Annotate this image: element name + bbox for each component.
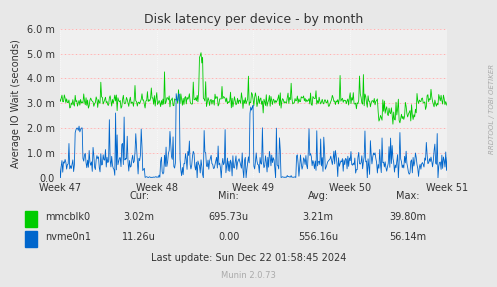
Text: 56.14m: 56.14m xyxy=(389,232,426,242)
Text: 3.21m: 3.21m xyxy=(303,212,333,222)
Text: Last update: Sun Dec 22 01:58:45 2024: Last update: Sun Dec 22 01:58:45 2024 xyxy=(151,253,346,263)
Text: RRDTOOL / TOBI OETIKER: RRDTOOL / TOBI OETIKER xyxy=(489,64,495,154)
Text: 0.00: 0.00 xyxy=(218,232,240,242)
Text: Min:: Min: xyxy=(218,191,239,201)
Text: Cur:: Cur: xyxy=(129,191,149,201)
Text: 3.02m: 3.02m xyxy=(124,212,155,222)
Text: nvme0n1: nvme0n1 xyxy=(45,232,91,242)
Bar xyxy=(25,211,37,227)
Text: Munin 2.0.73: Munin 2.0.73 xyxy=(221,272,276,280)
Text: Avg:: Avg: xyxy=(308,191,329,201)
Text: 556.16u: 556.16u xyxy=(298,232,338,242)
Text: Max:: Max: xyxy=(396,191,419,201)
Text: 11.26u: 11.26u xyxy=(122,232,156,242)
Title: Disk latency per device - by month: Disk latency per device - by month xyxy=(144,13,363,26)
Bar xyxy=(25,231,37,247)
Y-axis label: Average IO Wait (seconds): Average IO Wait (seconds) xyxy=(11,39,21,168)
Text: mmcblk0: mmcblk0 xyxy=(45,212,90,222)
Text: 695.73u: 695.73u xyxy=(209,212,248,222)
Text: 39.80m: 39.80m xyxy=(389,212,426,222)
